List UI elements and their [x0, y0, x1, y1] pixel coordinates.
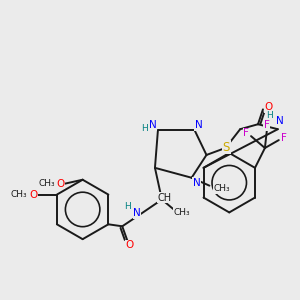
Text: N: N — [195, 120, 203, 130]
Text: O: O — [57, 179, 65, 189]
Text: N: N — [149, 120, 157, 130]
Text: CH₃: CH₃ — [173, 208, 190, 217]
Text: F: F — [243, 128, 249, 138]
Text: S: S — [223, 140, 230, 154]
Text: O: O — [29, 190, 37, 200]
Text: CH₃: CH₃ — [213, 184, 230, 193]
Text: F: F — [281, 133, 287, 143]
Text: H: H — [124, 202, 130, 211]
Text: F: F — [264, 120, 270, 130]
Text: CH₃: CH₃ — [39, 179, 55, 188]
Text: O: O — [265, 102, 273, 112]
Text: H: H — [266, 111, 273, 120]
Text: CH₃: CH₃ — [11, 190, 28, 199]
Text: N: N — [276, 116, 284, 126]
Text: O: O — [125, 240, 133, 250]
Text: N: N — [133, 208, 141, 218]
Text: H: H — [141, 124, 147, 133]
Text: CH: CH — [158, 193, 172, 202]
Text: N: N — [193, 178, 200, 188]
